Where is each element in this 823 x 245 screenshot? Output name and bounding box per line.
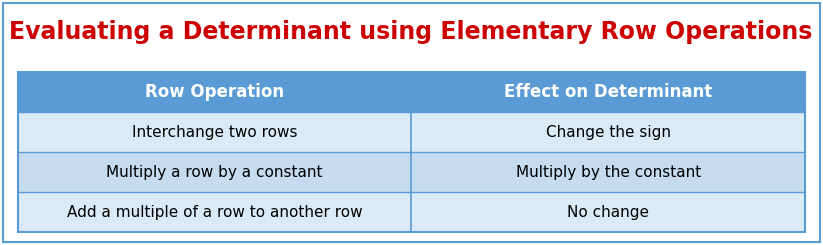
Text: Row Operation: Row Operation [145, 83, 284, 101]
Text: Evaluating a Determinant using Elementary Row Operations: Evaluating a Determinant using Elementar… [9, 20, 812, 44]
Text: Interchange two rows: Interchange two rows [132, 124, 297, 139]
FancyBboxPatch shape [18, 192, 412, 232]
Text: Change the sign: Change the sign [546, 124, 671, 139]
Text: No change: No change [567, 205, 649, 220]
FancyBboxPatch shape [18, 152, 412, 192]
Text: Add a multiple of a row to another row: Add a multiple of a row to another row [67, 205, 363, 220]
FancyBboxPatch shape [412, 152, 805, 192]
FancyBboxPatch shape [3, 3, 820, 242]
Text: Multiply a row by a constant: Multiply a row by a constant [106, 164, 323, 180]
FancyBboxPatch shape [18, 72, 412, 112]
Text: Effect on Determinant: Effect on Determinant [504, 83, 713, 101]
FancyBboxPatch shape [412, 72, 805, 112]
FancyBboxPatch shape [412, 112, 805, 152]
FancyBboxPatch shape [18, 112, 412, 152]
FancyBboxPatch shape [412, 192, 805, 232]
Text: Multiply by the constant: Multiply by the constant [516, 164, 701, 180]
